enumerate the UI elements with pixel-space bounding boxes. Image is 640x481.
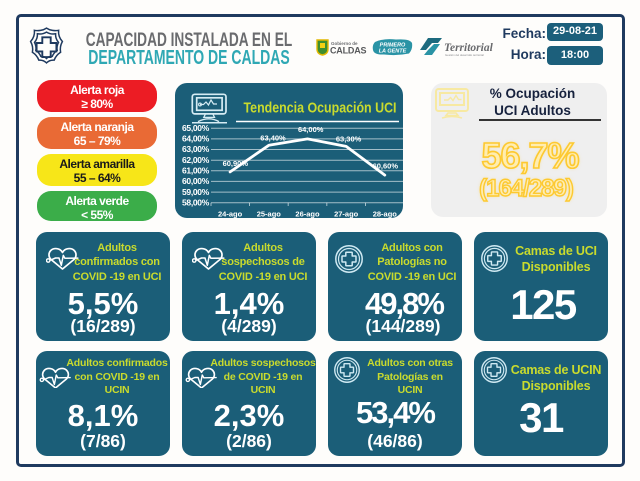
svg-text:60,00%: 60,00% (182, 176, 210, 186)
svg-text:Gestión del desarrollo territo: Gestión del desarrollo territorial (445, 53, 484, 57)
svg-text:65,00%: 65,00% (182, 123, 210, 133)
svg-text:PRIMERO: PRIMERO (380, 43, 406, 49)
svg-text:63,00%: 63,00% (182, 144, 210, 154)
svg-text:LA GENTE: LA GENTE (379, 49, 407, 55)
svg-text:28-ago: 28-ago (373, 210, 398, 219)
svg-text:58,00%: 58,00% (182, 197, 210, 207)
svg-text:Tendencia Ocupación UCI: Tendencia Ocupación UCI (244, 100, 397, 117)
svg-text:24-ago: 24-ago (218, 210, 243, 219)
svg-text:26-ago: 26-ago (295, 210, 320, 219)
svg-text:60,90%: 60,90% (223, 159, 249, 168)
svg-text:64,00%: 64,00% (298, 125, 324, 134)
svg-text:Gobierno de: Gobierno de (331, 41, 358, 46)
svg-text:63,40%: 63,40% (260, 134, 286, 143)
svg-text:64,00%: 64,00% (182, 134, 210, 144)
svg-text:27-ago: 27-ago (334, 210, 359, 219)
svg-text:60,60%: 60,60% (373, 161, 399, 170)
svg-text:25-ago: 25-ago (257, 210, 282, 219)
svg-text:Territorial: Territorial (444, 42, 494, 54)
svg-text:59,00%: 59,00% (182, 187, 210, 197)
svg-text:63,30%: 63,30% (336, 134, 362, 143)
svg-text:CALDAS: CALDAS (330, 46, 366, 56)
svg-text:62,00%: 62,00% (182, 155, 210, 165)
svg-text:61,00%: 61,00% (182, 166, 210, 176)
